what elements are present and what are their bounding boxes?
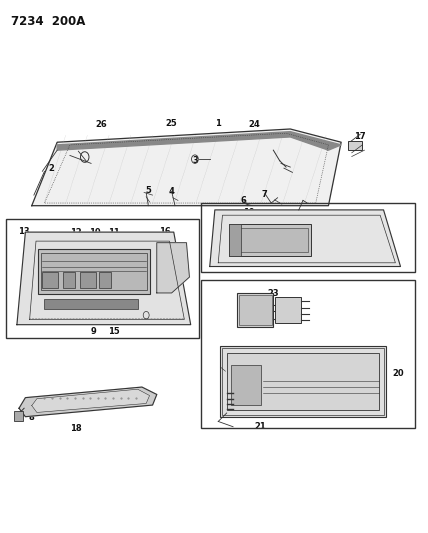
Text: 6: 6 [241, 196, 247, 205]
Polygon shape [32, 389, 149, 413]
Text: 10: 10 [89, 228, 101, 237]
Text: 7: 7 [262, 190, 268, 199]
Bar [231, 366, 261, 405]
Polygon shape [19, 387, 157, 417]
Bar [220, 346, 386, 417]
Text: 15: 15 [109, 327, 120, 336]
Text: 25: 25 [166, 119, 178, 128]
Bar [42, 253, 147, 290]
Bar [99, 272, 110, 288]
Text: 23: 23 [268, 289, 279, 298]
Bar [62, 272, 75, 288]
Bar [14, 411, 23, 422]
Text: 7234  200A: 7234 200A [11, 15, 85, 28]
Text: 11: 11 [109, 228, 120, 237]
Bar [348, 141, 363, 150]
Polygon shape [157, 243, 190, 293]
Bar [237, 293, 273, 327]
Bar [42, 272, 59, 288]
Text: 3: 3 [192, 156, 198, 165]
Text: 1: 1 [215, 119, 221, 128]
Text: 24: 24 [248, 120, 260, 130]
Text: 18: 18 [71, 424, 82, 433]
Bar [276, 297, 301, 323]
Text: 9: 9 [90, 327, 96, 336]
Bar [201, 280, 415, 428]
Bar [232, 229, 308, 252]
Bar [80, 272, 96, 288]
Bar [6, 219, 199, 338]
Bar [227, 353, 379, 410]
Bar [201, 203, 415, 272]
Text: 2: 2 [48, 164, 54, 173]
Text: 16: 16 [159, 227, 171, 236]
Text: 22: 22 [221, 367, 232, 376]
Bar [38, 249, 150, 294]
Text: 19: 19 [244, 207, 255, 216]
Bar [229, 224, 312, 256]
Bar [229, 224, 241, 256]
Bar [239, 295, 272, 325]
Text: 5: 5 [146, 187, 151, 196]
Text: 21: 21 [255, 422, 267, 431]
Text: 8: 8 [29, 413, 35, 422]
Polygon shape [57, 132, 341, 150]
Text: 14: 14 [147, 262, 158, 271]
Polygon shape [210, 210, 401, 266]
Bar [223, 349, 383, 415]
Text: 13: 13 [18, 227, 30, 236]
Bar [45, 300, 138, 309]
Text: 12: 12 [70, 228, 82, 237]
Text: 20: 20 [392, 369, 404, 378]
Polygon shape [32, 129, 341, 206]
Text: 17: 17 [354, 132, 366, 141]
Polygon shape [17, 232, 191, 325]
Text: 4: 4 [169, 187, 175, 196]
Text: 26: 26 [96, 120, 107, 130]
